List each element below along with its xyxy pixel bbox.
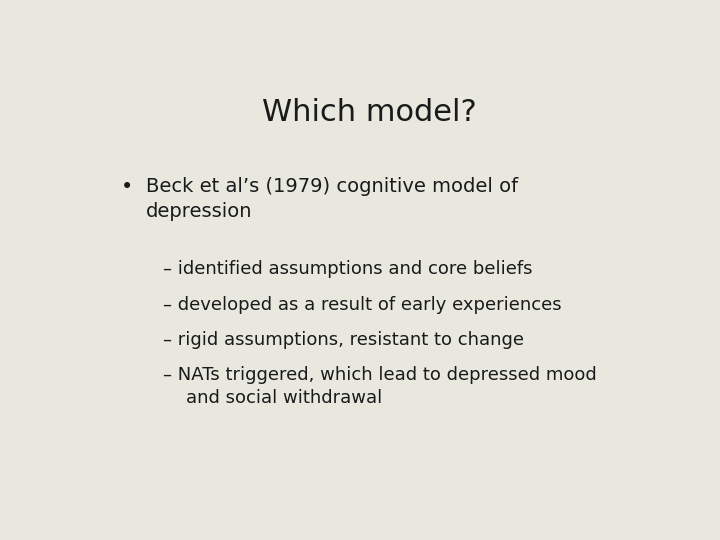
Text: – NATs triggered, which lead to depressed mood
    and social withdrawal: – NATs triggered, which lead to depresse… — [163, 366, 596, 407]
Text: – rigid assumptions, resistant to change: – rigid assumptions, resistant to change — [163, 331, 523, 349]
Text: •: • — [121, 177, 133, 197]
Text: – developed as a result of early experiences: – developed as a result of early experie… — [163, 295, 561, 314]
Text: – identified assumptions and core beliefs: – identified assumptions and core belief… — [163, 260, 532, 278]
Text: Beck et al’s (1979) cognitive model of
depression: Beck et al’s (1979) cognitive model of d… — [145, 177, 518, 221]
Text: Which model?: Which model? — [261, 98, 477, 127]
